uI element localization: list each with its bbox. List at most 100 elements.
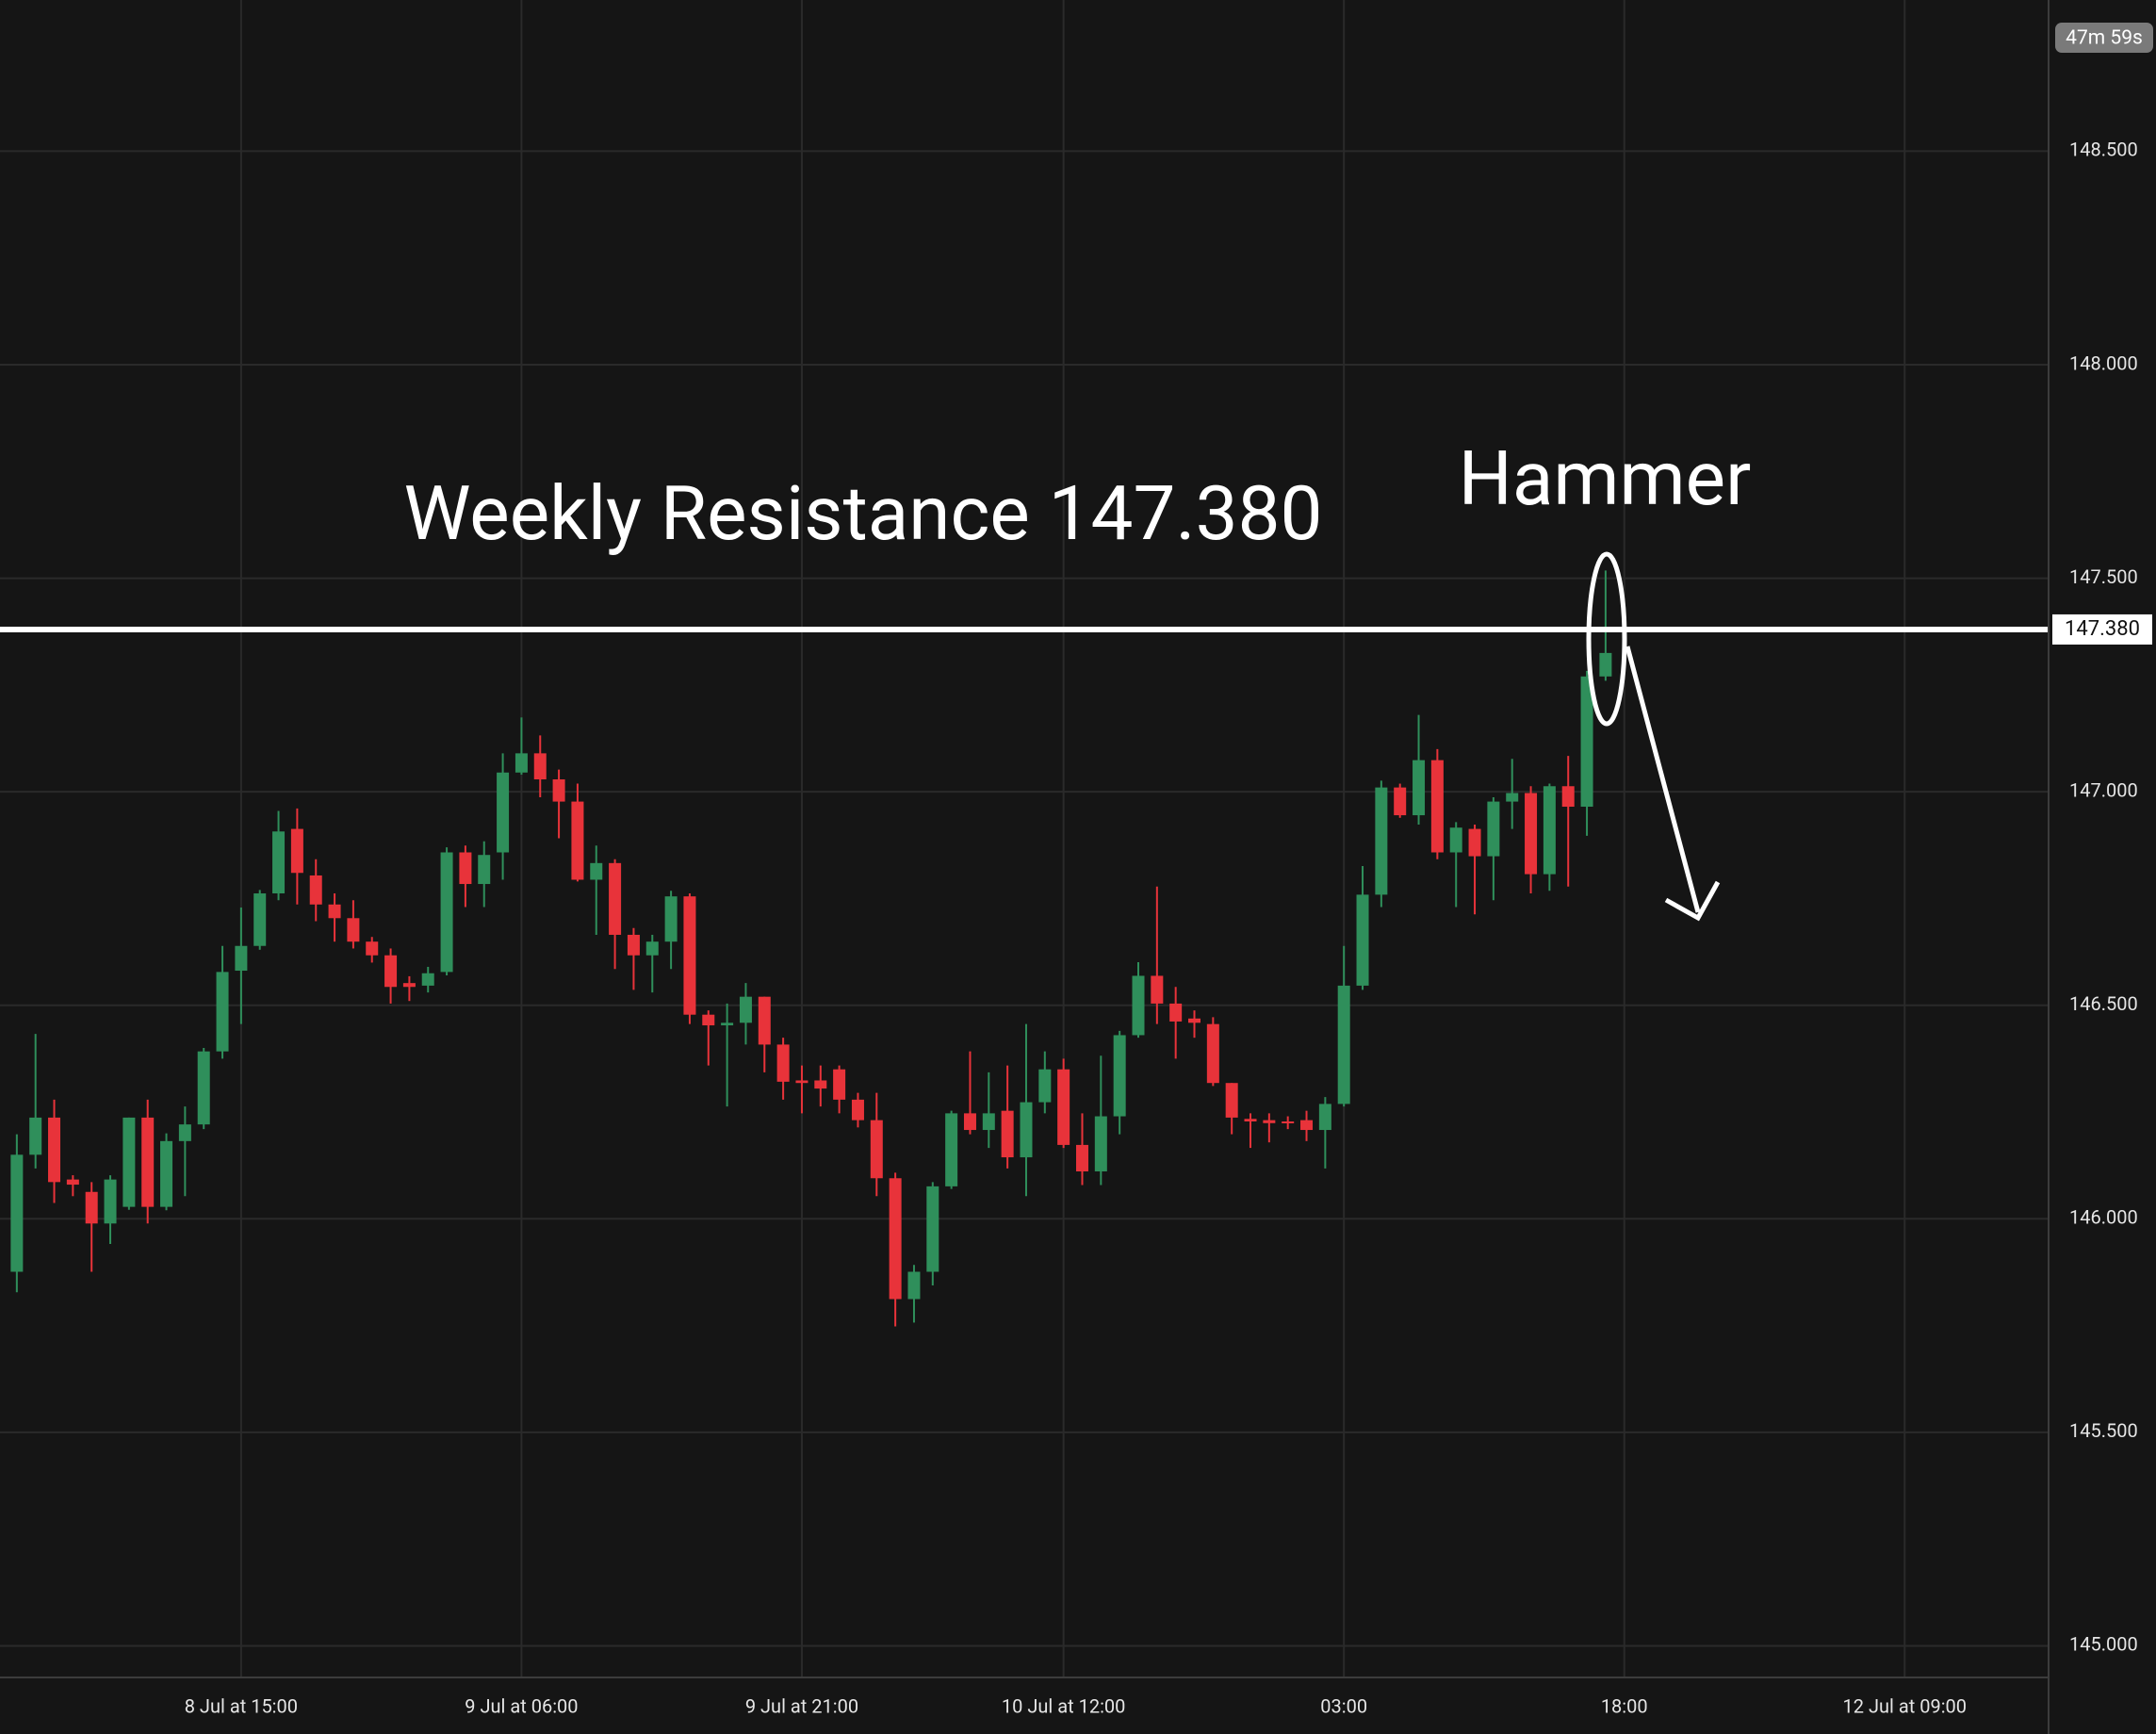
candle-body — [1188, 1018, 1201, 1023]
candle-body — [963, 1113, 976, 1131]
candle-body — [197, 1051, 210, 1125]
candle-body — [1375, 787, 1388, 895]
y-tick-label: 145.000 — [2069, 1633, 2138, 1656]
candle-body — [160, 1140, 173, 1207]
candle-body — [1263, 1120, 1276, 1123]
candle-body — [889, 1178, 902, 1300]
candle-body — [776, 1044, 790, 1082]
candle-body — [870, 1120, 883, 1179]
candle-body — [627, 934, 640, 956]
countdown: 47m 59s — [2066, 27, 2143, 50]
candle-body — [402, 983, 416, 988]
candle-body — [1075, 1144, 1088, 1172]
candle-body — [1394, 787, 1407, 816]
candle-body — [514, 753, 528, 773]
candle-body — [1094, 1116, 1107, 1172]
candle-body — [683, 896, 696, 1015]
candle-body — [1599, 652, 1612, 677]
candle-body — [926, 1186, 939, 1272]
y-tick-label: 147.500 — [2069, 565, 2138, 588]
candle-body — [235, 945, 248, 972]
candle-body — [664, 896, 678, 942]
y-tick-label: 146.000 — [2069, 1206, 2138, 1229]
candle-body — [440, 852, 453, 973]
candle-body — [85, 1191, 98, 1224]
candle-body — [1206, 1023, 1219, 1084]
candle-body — [1132, 975, 1145, 1036]
hammer-annotation: Hammer — [1459, 434, 1751, 523]
candle-body — [645, 941, 659, 956]
resistance-price-label: 147.380 — [2065, 617, 2140, 641]
candle-body — [982, 1113, 995, 1131]
candle-body — [590, 862, 603, 880]
candle-body — [1225, 1083, 1238, 1118]
resistance-price-box — [2052, 613, 2152, 645]
resistance-annotation: Weekly Resistance 147.380 — [404, 469, 1323, 558]
candle-body — [384, 955, 398, 988]
candle-body — [1282, 1121, 1295, 1123]
candle-body — [758, 996, 771, 1045]
y-tick-label: 146.500 — [2069, 992, 2138, 1015]
candle-body — [533, 753, 547, 780]
candle-body — [48, 1117, 61, 1183]
candle-body — [1468, 828, 1481, 857]
candle-body — [1169, 1003, 1183, 1022]
candle-body — [141, 1117, 155, 1207]
candle-body — [29, 1117, 42, 1155]
hammer-circle — [1586, 551, 1627, 727]
candle-body — [1038, 1069, 1052, 1103]
x-tick-label: 10 Jul at 12:00 — [1002, 1694, 1126, 1717]
candle-body — [122, 1117, 136, 1207]
candle-body — [1580, 676, 1593, 808]
candle-body — [552, 779, 565, 802]
candle-body — [1300, 1120, 1314, 1131]
candle-body — [478, 855, 491, 885]
down-arrow — [1625, 646, 1701, 913]
y-tick-label: 148.500 — [2069, 139, 2138, 161]
candle-body — [609, 862, 622, 935]
y-tick-label: 147.000 — [2069, 778, 2138, 801]
y-tick-label: 145.500 — [2069, 1419, 2138, 1442]
candle-body — [1244, 1119, 1257, 1121]
candle-body — [1506, 793, 1519, 802]
candle-body — [253, 893, 267, 946]
x-tick-label: 9 Jul at 21:00 — [745, 1694, 858, 1717]
candle-body — [571, 801, 584, 880]
countdown-badge — [2055, 23, 2153, 53]
x-tick-label: 18:00 — [1601, 1694, 1648, 1717]
down-arrow-head — [1664, 880, 1721, 922]
x-tick-label: 12 Jul at 09:00 — [1843, 1694, 1968, 1717]
candle-body — [721, 1022, 734, 1026]
x-tick-label: 03:00 — [1320, 1694, 1367, 1717]
candle-body — [216, 972, 229, 1052]
candle-body — [907, 1271, 921, 1300]
candle-body — [10, 1154, 24, 1272]
candle-body — [328, 904, 341, 919]
candle-body — [739, 996, 752, 1023]
candle-body — [459, 852, 472, 885]
candle-body — [1561, 786, 1575, 808]
candle-body — [178, 1124, 191, 1141]
candle-body — [1318, 1104, 1331, 1131]
candle-body — [1356, 894, 1369, 986]
x-tick-label: 8 Jul at 15:00 — [185, 1694, 298, 1717]
candle-body — [290, 828, 303, 874]
candle-body — [795, 1080, 808, 1084]
y-tick-label: 148.000 — [2069, 352, 2138, 374]
candle-body — [1151, 975, 1164, 1004]
candle-body — [1449, 827, 1462, 853]
candle-body — [833, 1069, 846, 1100]
candle-body — [1430, 760, 1444, 853]
candle-body — [421, 973, 434, 986]
candle-body — [1057, 1069, 1070, 1145]
candle-body — [1337, 985, 1350, 1104]
candle-body — [309, 875, 322, 905]
candle-body — [702, 1014, 715, 1026]
candle-body — [945, 1113, 958, 1186]
candle-body — [104, 1179, 117, 1224]
candle-body — [272, 831, 286, 894]
candle-body — [1525, 793, 1538, 875]
x-tick-label: 9 Jul at 06:00 — [465, 1694, 578, 1717]
